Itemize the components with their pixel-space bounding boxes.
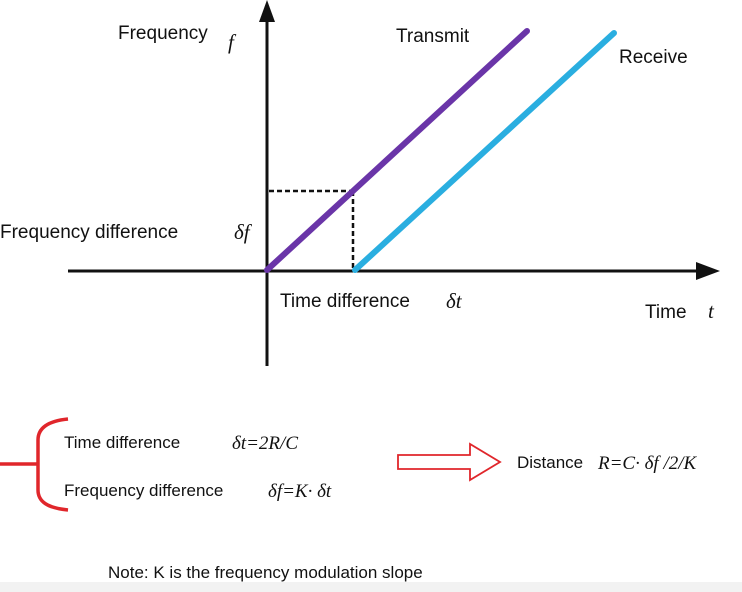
time-eq-formula: δt=2R/C [232, 433, 298, 454]
footer-strip [0, 582, 742, 592]
note-text: Note: K is the frequency modulation slop… [108, 563, 423, 582]
transmit-label: Transmit [396, 26, 470, 47]
y-axis-arrowhead [259, 0, 275, 22]
x-axis-arrowhead [696, 262, 720, 280]
distance-formula: R=C· δf /2/K [597, 453, 698, 474]
freq-diff-symbol: δf [234, 220, 253, 244]
freq-eq-label: Frequency difference [64, 481, 223, 500]
y-axis-label: Frequency [118, 23, 208, 44]
freq-diff-label: Frequency difference [0, 222, 178, 243]
receive-label: Receive [619, 47, 688, 68]
time-diff-label: Time difference [280, 291, 410, 312]
red-brace [0, 417, 69, 512]
time-diff-symbol: δt [446, 289, 463, 313]
x-axis-symbol: t [708, 299, 715, 323]
time-eq-label: Time difference [64, 433, 180, 452]
y-axis-symbol: f [228, 30, 237, 54]
freq-eq-formula: δf=K· δt [268, 481, 332, 502]
distance-label: Distance [517, 453, 583, 472]
receive-line [352, 30, 617, 273]
transmit-line [264, 28, 530, 273]
x-axis-label: Time [645, 302, 687, 323]
implies-arrow-icon [397, 442, 502, 482]
